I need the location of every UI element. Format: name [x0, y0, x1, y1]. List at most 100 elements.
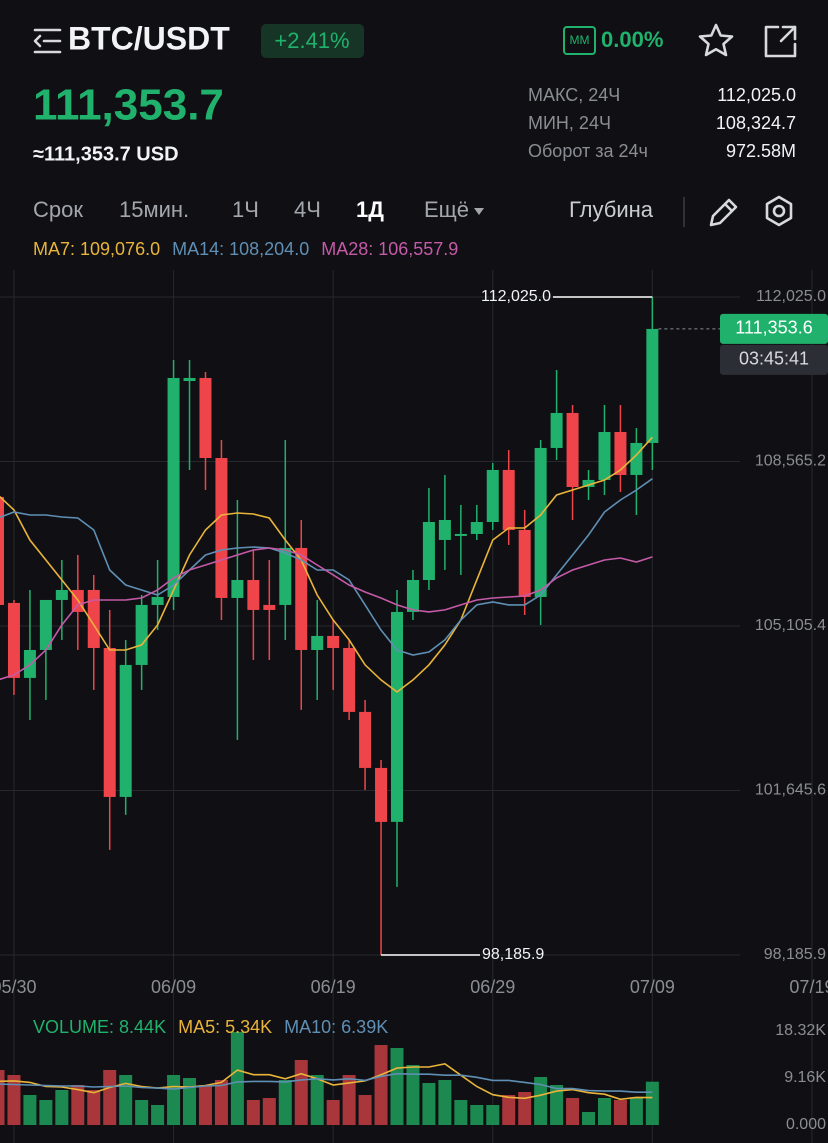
- legend-value: 109,076.0: [80, 239, 160, 259]
- candle-body: [534, 447, 547, 597]
- candle-body: [151, 596, 164, 605]
- candle-body: [454, 533, 467, 536]
- volume-bar: [645, 1081, 659, 1125]
- volume-bar: [151, 1105, 165, 1125]
- legend-entry: MA7: 109,076.0: [33, 239, 160, 259]
- x-tick-label: 07/19: [789, 977, 828, 997]
- volume-bar: [39, 1099, 53, 1125]
- mm-box[interactable]: [563, 26, 596, 55]
- mm-label[interactable]: MM: [570, 33, 590, 47]
- legend-entry: MA14: 108,204.0: [172, 239, 309, 259]
- depth-tab[interactable]: Глубина: [569, 197, 654, 222]
- candle-body: [87, 589, 100, 648]
- legend-value: 5.34K: [225, 1017, 272, 1037]
- x-tick-label: 06/29: [470, 977, 515, 997]
- tab[interactable]: Срок: [33, 197, 83, 222]
- volume-bar: [358, 1095, 372, 1125]
- change-badge: [261, 24, 364, 58]
- candle-body: [135, 604, 148, 665]
- stat-value: 112,025.0: [717, 85, 796, 105]
- legend-value: 8.44K: [119, 1017, 166, 1037]
- candle-body: [247, 579, 260, 610]
- ma-line: [0, 547, 653, 681]
- volume-bar: [550, 1085, 564, 1125]
- volume-bar: [502, 1095, 516, 1125]
- volume-bar: [470, 1105, 484, 1125]
- tab[interactable]: 1Д: [356, 197, 384, 222]
- volume-bar: [262, 1098, 276, 1125]
- candle-body: [279, 547, 292, 605]
- y-tick-label: 9.16K: [784, 1069, 826, 1086]
- candle-body: [215, 457, 228, 598]
- candle-body: [391, 611, 403, 822]
- tabs: Срок 15мин. 1Ч 4Ч 1Д Ещё: [33, 197, 485, 222]
- volume-bar: [214, 1079, 228, 1125]
- volume-bar: [87, 1090, 101, 1125]
- candle-body: [103, 647, 116, 797]
- volume-bar: [230, 1032, 244, 1125]
- legend-entry: MA28: 106,557.9: [321, 239, 458, 259]
- pair[interactable]: BTC/USDT: [68, 20, 230, 56]
- draw-icon[interactable]: [709, 198, 738, 227]
- candle-body: [327, 635, 340, 648]
- volume-bar: [342, 1075, 356, 1125]
- candle-body: [598, 431, 611, 480]
- tab[interactable]: 4Ч: [294, 197, 321, 222]
- volume-bar: [0, 1070, 5, 1125]
- tab[interactable]: 1Ч: [232, 197, 259, 222]
- volume-bar: [390, 1048, 404, 1125]
- last-price: 111,353.7: [33, 81, 224, 130]
- volume-bar: [310, 1075, 324, 1125]
- y-tick-label: 101,645.6: [755, 782, 826, 799]
- candle-body: [295, 547, 308, 650]
- volume-bar: [629, 1098, 643, 1125]
- candle-body: [119, 664, 132, 797]
- share-icon[interactable]: [764, 25, 797, 58]
- candle-body: [167, 377, 180, 597]
- volume-bar: [198, 1085, 212, 1125]
- x-tick-label: 07/09: [630, 977, 675, 997]
- low-label: 98,185.9: [482, 946, 544, 963]
- stat-label: МИН, 24Ч: [528, 113, 611, 133]
- volume-bar: [534, 1077, 548, 1125]
- countdown: 03:45:41: [739, 349, 809, 369]
- volume-bar: [597, 1098, 611, 1125]
- legend-value: 108,204.0: [229, 239, 309, 259]
- volume-bar: [71, 1085, 85, 1125]
- candle-body: [359, 711, 372, 768]
- y-tick-label: 108,565.2: [755, 453, 826, 470]
- volume-bar: [246, 1099, 260, 1125]
- volume-bar: [278, 1079, 292, 1125]
- candle-body: [231, 579, 244, 598]
- settings-icon[interactable]: [765, 195, 793, 227]
- candle-body: [7, 602, 20, 678]
- volume-bar: [7, 1075, 21, 1125]
- y-tick-label: 98,185.9: [764, 946, 826, 963]
- volume-bar: [422, 1083, 436, 1125]
- legend-name: MA14:: [172, 239, 224, 259]
- volume-bar: [103, 1070, 117, 1125]
- volume-bar: [23, 1095, 37, 1125]
- volume-bar: [167, 1075, 181, 1125]
- tab[interactable]: Ещё: [424, 197, 469, 222]
- volume-bar: [326, 1099, 340, 1125]
- volume-bar: [183, 1078, 197, 1125]
- candle-body: [646, 328, 659, 443]
- volume-bar: [406, 1065, 420, 1125]
- tab[interactable]: 15мин.: [119, 197, 189, 222]
- high-label: 112,025.0: [481, 288, 551, 305]
- favorite-icon[interactable]: [698, 23, 734, 57]
- volume-bar: [454, 1099, 468, 1125]
- candle-body: [582, 479, 595, 487]
- menu-icon[interactable]: [33, 28, 62, 54]
- volume-bar: [55, 1090, 69, 1125]
- stat-value: 108,324.7: [716, 113, 796, 133]
- stat-label: МАКС, 24Ч: [528, 85, 620, 105]
- volume-bar: [119, 1075, 133, 1125]
- stats: МАКС, 24Ч 112,025.0 МИН, 24Ч 108,324.7 Оборо…: [528, 85, 796, 161]
- ma-line: [0, 436, 653, 694]
- legend-entry: MA10: 6.39K: [284, 1017, 388, 1037]
